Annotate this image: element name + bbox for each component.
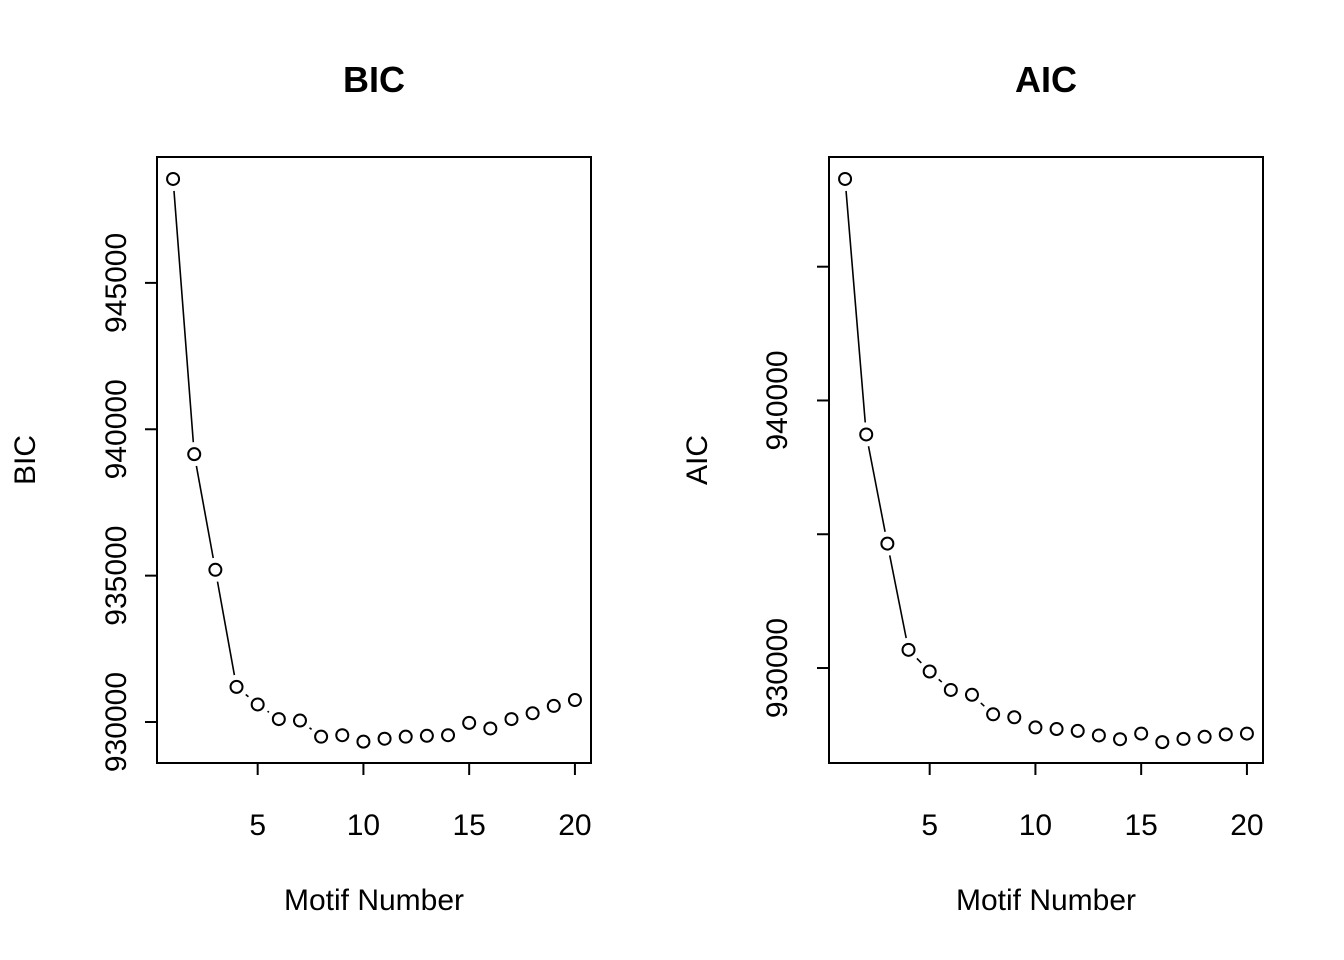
- y-tick-label: 945000: [100, 233, 133, 333]
- series-line-segment: [216, 581, 236, 676]
- series-line-segment: [845, 190, 867, 423]
- data-point: [504, 712, 519, 727]
- data-point: [483, 721, 498, 736]
- y-tick-label: 935000: [100, 526, 133, 626]
- data-point: [986, 707, 1001, 722]
- data-point: [1134, 726, 1149, 741]
- data-point: [1070, 723, 1085, 738]
- data-point: [377, 731, 392, 746]
- y-tick-label: 940000: [761, 350, 794, 450]
- data-point: [1176, 731, 1191, 746]
- data-point: [441, 728, 456, 743]
- x-tick-label: 15: [1124, 809, 1157, 842]
- data-point: [1218, 727, 1233, 742]
- chart-panel-bic: BIC Motif Number BIC 5 10 15 20 930000 935000 940…: [9, 59, 592, 917]
- data-point: [1197, 729, 1212, 744]
- data-point: [859, 427, 874, 442]
- data-point: [250, 697, 265, 712]
- series-line-segment: [980, 702, 985, 707]
- y-tick-label: 930000: [761, 618, 794, 718]
- data-point: [901, 642, 916, 657]
- x-tick-label: 10: [1019, 809, 1052, 842]
- chart-title: BIC: [343, 59, 405, 100]
- x-tick-label: 10: [347, 809, 380, 842]
- x-axis-label: Motif Number: [956, 884, 1136, 917]
- data-point: [356, 734, 371, 749]
- series-line-segment: [938, 678, 943, 683]
- series-line-segment: [916, 657, 922, 664]
- y-axis-label: BIC: [9, 435, 42, 485]
- x-axis-label: Motif Number: [284, 884, 464, 917]
- x-tick-label: 15: [452, 809, 485, 842]
- data-point: [1239, 726, 1254, 741]
- x-tick-label: 20: [558, 809, 591, 842]
- data-point: [1007, 710, 1022, 725]
- series-line-segment: [309, 727, 313, 731]
- plot-frame: [828, 156, 1264, 764]
- x-tick-label: 20: [1230, 809, 1263, 842]
- data-point: [398, 729, 413, 744]
- data-point: [525, 706, 540, 721]
- series-line-segment: [195, 465, 215, 559]
- data-point: [208, 562, 223, 577]
- data-point: [567, 693, 582, 708]
- x-tick-label: 5: [921, 809, 938, 842]
- y-tick-label: 940000: [100, 379, 133, 479]
- x-tick-label: 5: [249, 809, 266, 842]
- data-point: [546, 698, 561, 713]
- data-point: [166, 171, 181, 186]
- data-point: [462, 715, 477, 730]
- data-point: [1113, 732, 1128, 747]
- data-point: [419, 728, 434, 743]
- chart-title: AIC: [1015, 59, 1077, 100]
- data-point: [1049, 722, 1064, 737]
- y-tick-label: 930000: [100, 672, 133, 772]
- series-line-segment: [867, 446, 886, 532]
- data-point: [943, 682, 958, 697]
- series-line-segment: [245, 693, 249, 698]
- series-line-segment: [267, 710, 270, 713]
- data-point: [314, 729, 329, 744]
- data-point: [1155, 735, 1170, 750]
- data-point: [880, 536, 895, 551]
- data-point: [922, 664, 937, 679]
- series-line-segment: [173, 190, 195, 443]
- data-point: [229, 679, 244, 694]
- data-point: [187, 447, 202, 462]
- data-point: [1028, 720, 1043, 735]
- y-axis-label: AIC: [681, 435, 714, 485]
- plot-frame: [156, 156, 592, 764]
- chart-panel-aic: AIC Motif Number AIC 5 10 15 20 930000 940000: [681, 59, 1264, 917]
- data-point: [292, 713, 307, 728]
- data-point: [271, 712, 286, 727]
- data-point: [964, 687, 979, 702]
- series-line-segment: [888, 555, 907, 639]
- data-point: [838, 171, 853, 186]
- data-point: [335, 728, 350, 743]
- data-point: [1091, 728, 1106, 743]
